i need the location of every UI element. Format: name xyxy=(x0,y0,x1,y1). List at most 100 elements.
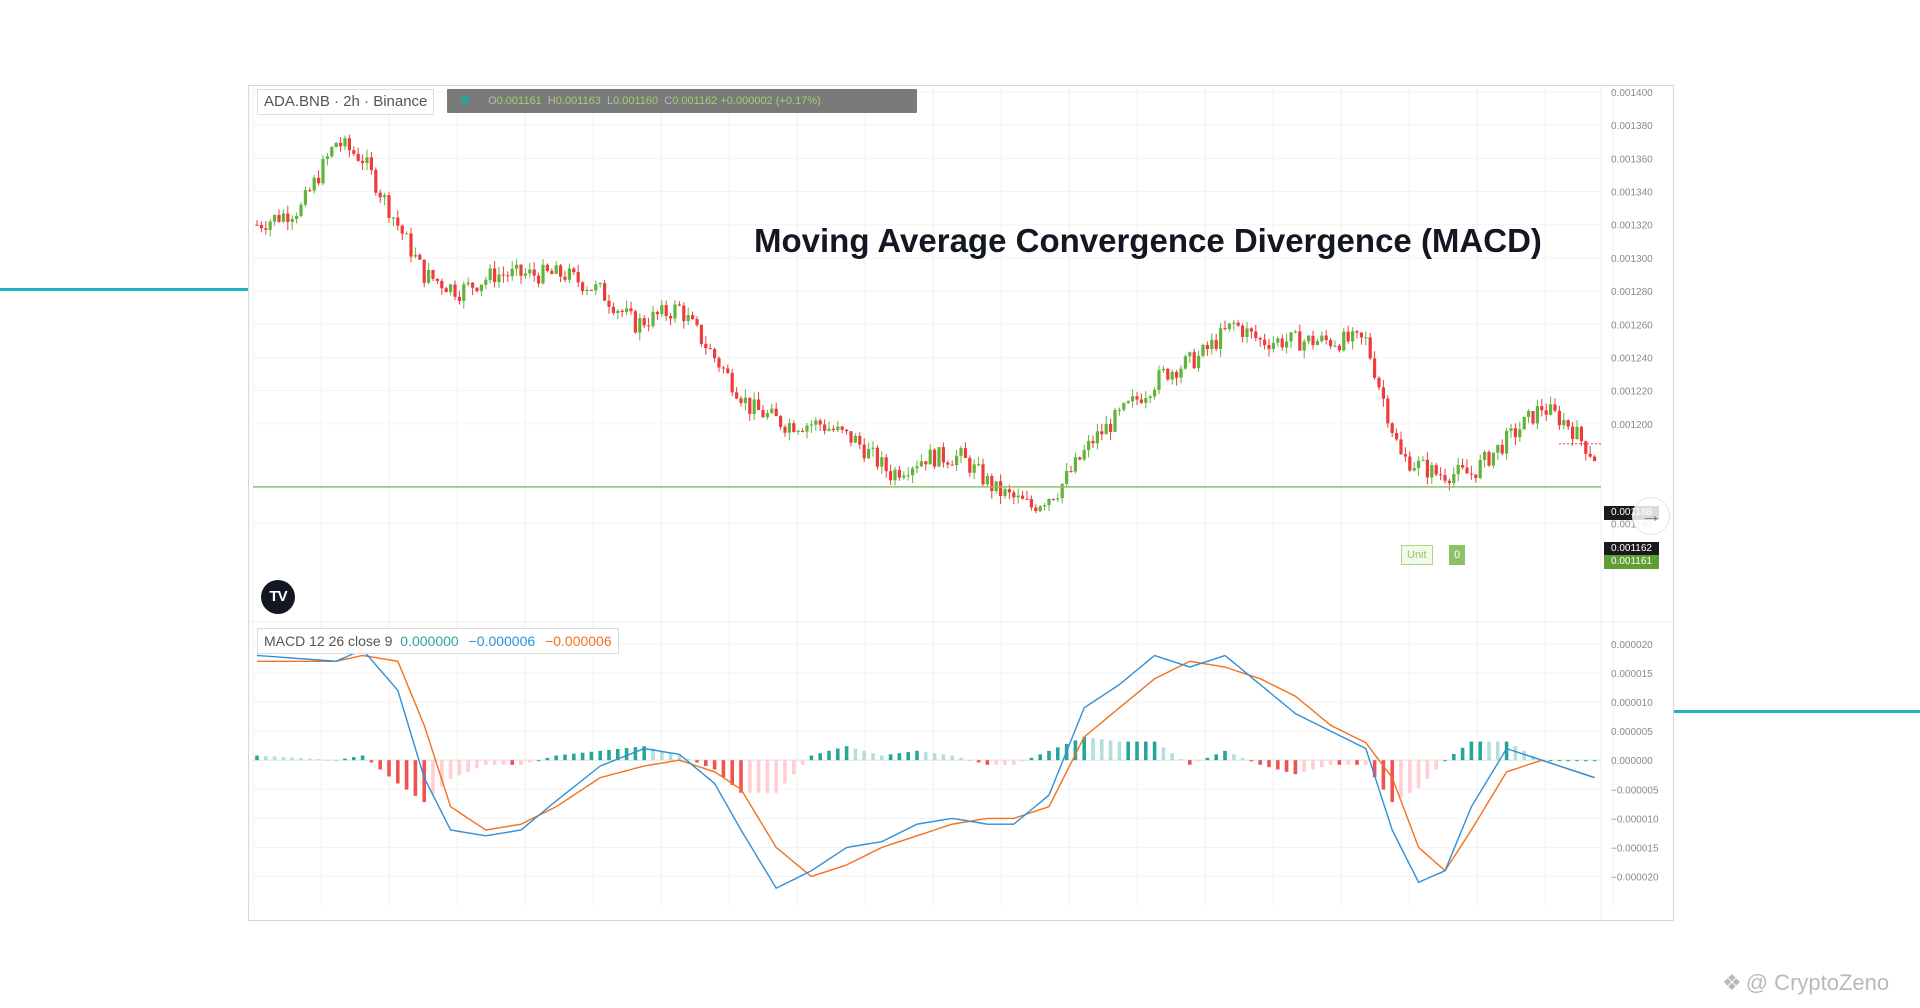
candle-body xyxy=(981,464,985,485)
candle-body xyxy=(1047,498,1051,506)
macd-histogram-bar xyxy=(1346,760,1350,765)
candle-body xyxy=(576,272,580,283)
macd-histogram-bar xyxy=(871,753,875,761)
candle-body xyxy=(928,449,932,465)
macd-legend-label: MACD 12 26 close 9 xyxy=(264,633,393,649)
chart-panel[interactable]: 0.001400 0.001380 0.001360 0.001340 0.001320… xyxy=(248,85,1675,922)
macd-histogram-bar xyxy=(1443,760,1447,762)
candle-body xyxy=(567,268,571,280)
candle-body xyxy=(620,310,624,313)
candle-body xyxy=(1403,454,1407,457)
candle-body xyxy=(457,296,461,301)
candle-body xyxy=(893,469,897,481)
macd-histogram-bar xyxy=(1082,736,1086,761)
macd-histogram-bar xyxy=(369,760,374,763)
candle-body xyxy=(796,430,800,433)
macd-axis-tick-label: 0.000000 xyxy=(1611,756,1653,767)
macd-histogram-bar xyxy=(897,753,902,761)
candle-body xyxy=(1021,495,1025,499)
macd-histogram-bar xyxy=(1029,757,1034,761)
macd-histogram-bar xyxy=(545,757,550,761)
candle-body xyxy=(317,177,321,184)
chevron-right-icon[interactable]: → xyxy=(1632,497,1670,535)
macd-histogram-bar xyxy=(642,746,646,761)
ohlc-close-value: 0.001162 xyxy=(672,95,718,107)
candle-body xyxy=(761,410,765,418)
candle-body xyxy=(325,156,329,160)
macd-histogram-bar xyxy=(915,750,919,761)
candle-body xyxy=(1201,344,1205,356)
candle-body xyxy=(1197,355,1201,369)
candle-body xyxy=(897,469,901,478)
candle-body xyxy=(453,284,457,297)
macd-histogram-bar xyxy=(1196,760,1201,762)
candle-body xyxy=(383,195,387,198)
candle-body xyxy=(1584,441,1588,454)
candle-body xyxy=(814,420,818,425)
candle-body xyxy=(726,368,730,373)
candle-body xyxy=(1139,399,1143,403)
macd-histogram-bar xyxy=(466,760,470,772)
candle-body xyxy=(1227,323,1231,330)
candle-body xyxy=(1500,444,1504,454)
candle-body xyxy=(1386,398,1390,424)
tradingview-logo-icon[interactable]: TV xyxy=(261,580,295,614)
candle-body xyxy=(1073,457,1077,472)
candle-body xyxy=(1474,474,1478,478)
macd-histogram-bar xyxy=(668,753,673,761)
chart-canvas[interactable]: 0.001400 0.001380 0.001360 0.001340 0.001320… xyxy=(249,86,1675,922)
macd-histogram-bar xyxy=(1469,741,1474,761)
candle-body xyxy=(845,429,849,432)
candle-body xyxy=(537,275,541,284)
candle-body xyxy=(1241,325,1245,337)
candle-body xyxy=(501,274,505,276)
macd-histogram-bar xyxy=(959,757,963,761)
macd-histogram-bar xyxy=(1276,760,1280,770)
candle-body xyxy=(532,269,536,276)
candle-body xyxy=(1430,465,1434,478)
candle-body xyxy=(343,138,347,147)
candle-body xyxy=(475,287,479,292)
macd-histogram-bar xyxy=(396,760,400,784)
candle-body xyxy=(1395,432,1399,440)
candle-body xyxy=(721,367,725,369)
macd-histogram-bar xyxy=(730,760,734,786)
macd-histogram-bar xyxy=(1135,741,1139,761)
candle-body xyxy=(655,311,659,315)
candle-body xyxy=(1417,460,1421,469)
candle-body xyxy=(1087,440,1091,451)
candle-body xyxy=(1469,473,1473,475)
candle-body xyxy=(1289,332,1293,342)
symbol-legend[interactable]: ADA.BNB · 2h · Binance xyxy=(257,89,435,115)
macd-histogram-bar xyxy=(1487,741,1491,761)
candle-body xyxy=(418,254,422,260)
candle-body xyxy=(968,457,972,473)
candle-body xyxy=(607,300,611,307)
macd-histogram-bar xyxy=(440,760,444,787)
candle-body xyxy=(1285,341,1289,348)
candle-body xyxy=(1320,335,1324,342)
candle-body xyxy=(638,318,642,333)
unit-tag[interactable]: Unit xyxy=(1401,545,1433,565)
candle-body xyxy=(1588,453,1592,457)
candle-body xyxy=(1122,403,1126,410)
macd-histogram-bar xyxy=(1584,760,1588,762)
candle-body xyxy=(589,289,593,291)
macd-legend[interactable]: MACD 12 26 close 9 0.000000 −0.000006 −0… xyxy=(257,628,619,654)
macd-histogram-bar xyxy=(281,757,286,761)
macd-histogram-bar xyxy=(316,759,321,761)
macd-histogram-bar xyxy=(1012,760,1016,765)
candle-body xyxy=(757,399,761,411)
price-axis-tick-label: 0.001240 xyxy=(1611,353,1653,364)
candle-body xyxy=(550,270,554,274)
candle-body xyxy=(840,426,844,430)
macd-histogram-bar xyxy=(651,748,655,761)
macd-histogram-bar xyxy=(836,748,840,761)
candle-body xyxy=(1161,368,1165,371)
ohlc-high-value: 0.001163 xyxy=(555,95,601,107)
candle-body xyxy=(704,343,708,349)
candle-body xyxy=(1562,420,1566,426)
macd-histogram-bar xyxy=(1003,760,1007,765)
candle-body xyxy=(1034,507,1038,512)
macd-histogram-bar xyxy=(1320,760,1324,768)
